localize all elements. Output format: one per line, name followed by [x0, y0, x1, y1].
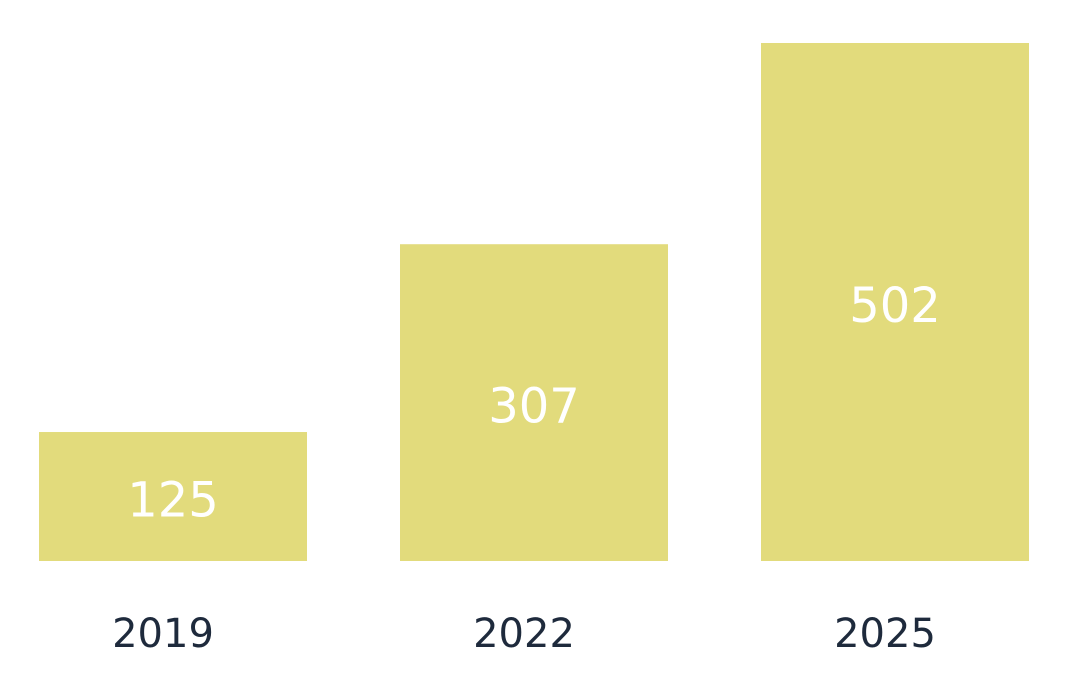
bars-group — [39, 43, 1029, 561]
bar-2025 — [761, 43, 1029, 561]
category-labels-group: 2019 2022 2025 — [112, 611, 936, 657]
bar-labels-group: 125 307 502 — [127, 278, 941, 529]
bar-2019 — [39, 432, 307, 561]
category-label-2025: 2025 — [834, 611, 936, 657]
bar-value-label: 502 — [849, 278, 941, 334]
bar-value-label: 125 — [127, 473, 219, 529]
bar-value-label: 307 — [488, 379, 580, 435]
category-label-2022: 2022 — [473, 611, 575, 657]
category-label-2019: 2019 — [112, 611, 214, 657]
bar-2022 — [400, 244, 668, 561]
